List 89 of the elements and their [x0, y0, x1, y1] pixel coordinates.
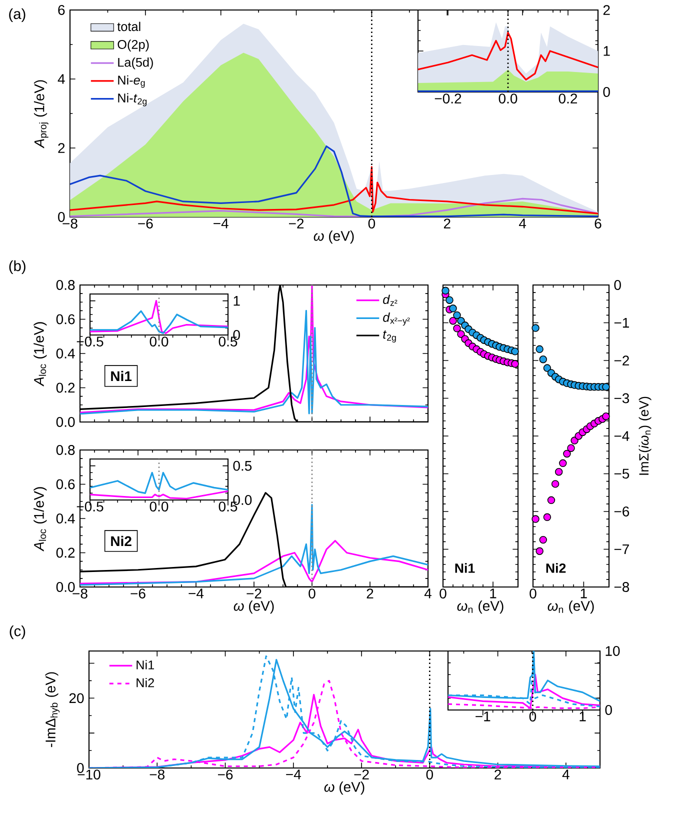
- x-tick-label: 6: [594, 218, 602, 229]
- x-tick-label: −6: [130, 588, 146, 599]
- text: (a): [9, 8, 26, 22]
- x-tick-label: 0.2: [558, 94, 578, 104]
- y-tick-label: 10: [606, 646, 620, 656]
- x-axis-title: ω (eV): [324, 782, 364, 795]
- x-tick-label: 1: [580, 588, 587, 598]
- x-tick-label: 4: [562, 770, 570, 780]
- y-axis-title: A$_{proj}$ (1/eV): [34, 80, 48, 148]
- y-tick-label: −3: [614, 393, 630, 404]
- x-tick-label: 2: [494, 770, 501, 780]
- annotation: Ni1: [111, 370, 132, 382]
- y-tick-label: 0.8: [56, 280, 75, 290]
- y-tick-label: −7: [614, 544, 629, 554]
- y-axis-title: -ImΔ$_{hyb}$ (eV): [45, 672, 60, 748]
- legend-label: Ni-t$_{2g}$: [118, 93, 147, 106]
- legend-label: Ni2: [136, 678, 154, 688]
- legend-label: Ni-e$_{g}$: [118, 75, 145, 88]
- y-tick-label: 0: [58, 212, 65, 222]
- y-tick-label: 0.8: [56, 445, 75, 455]
- x-axis-title: ω (eV): [234, 600, 274, 614]
- legend-label: Ni1: [136, 660, 154, 670]
- x-tick-label: −2: [354, 770, 369, 780]
- y-tick-label: −8: [614, 582, 630, 592]
- x-tick-label: −6: [218, 770, 233, 780]
- y-tick-label: 0.4: [56, 348, 75, 358]
- y-tick-label: 0.6: [56, 314, 75, 324]
- legend-label: total: [117, 22, 140, 32]
- x-tick-label: −4: [286, 770, 301, 780]
- text: (b): [9, 260, 26, 274]
- x-tick-label: 4: [424, 588, 432, 598]
- x-tick-label: 0: [529, 712, 536, 722]
- x-tick-label: 0.0: [498, 94, 518, 104]
- y-tick-label: −2: [614, 356, 629, 366]
- y-tick-label: 1: [234, 296, 240, 306]
- legend-label: d$_{x²−y²}$: [383, 312, 410, 326]
- y-tick-label: 1: [604, 46, 610, 56]
- x-tick-label: −4: [214, 218, 228, 228]
- y-axis-title: A$_{loc}$ (1/eV): [34, 487, 47, 552]
- x-tick-label: −1: [476, 712, 490, 722]
- text: (c): [10, 625, 26, 640]
- y-tick-label: 0: [603, 87, 610, 97]
- x-tick-label: 0: [530, 588, 536, 599]
- legend-label: t$_{2g}$: [383, 330, 396, 342]
- x-tick-label: 2: [366, 588, 374, 598]
- x-tick-label: 1: [580, 712, 586, 722]
- y-tick-label: 2: [58, 143, 65, 153]
- x-axis-title: ω$_{n}$ (eV): [548, 600, 594, 614]
- y-tick-label: 0.2: [56, 382, 75, 393]
- legend-label: O(2p): [118, 40, 149, 52]
- y-tick-label: 0: [614, 280, 621, 290]
- y-tick-label: 20: [69, 693, 84, 704]
- y-tick-label: −1: [614, 318, 629, 328]
- x-tick-label: 0: [440, 588, 446, 599]
- x-tick-label: −2: [288, 218, 304, 228]
- x-tick-label: 0: [426, 770, 434, 780]
- y-tick-label: 0.2: [56, 548, 75, 558]
- x-tick-label: 4: [518, 218, 526, 228]
- x-tick-label: 0: [368, 218, 376, 229]
- y-tick-label: 2: [603, 5, 610, 15]
- y-axis-title: ImΣ(iω$_{n}$) (eV): [638, 396, 652, 475]
- x-tick-label: −0.2: [434, 94, 462, 104]
- legend-label: d$_{z²}$: [383, 294, 398, 306]
- x-tick-label: −6: [138, 218, 153, 229]
- annotation: Ni2: [111, 536, 132, 546]
- x-tick-label: 2: [444, 218, 450, 228]
- y-tick-label: 0.5: [233, 460, 252, 471]
- x-tick-label: −2: [246, 588, 262, 598]
- y-tick-label: −5: [614, 468, 630, 479]
- y-tick-label: 0: [605, 705, 612, 715]
- x-tick-label: −8: [150, 770, 164, 780]
- x-axis-title: ω (eV): [314, 230, 354, 244]
- y-tick-label: 0.6: [56, 479, 75, 490]
- x-tick-label: 1: [490, 588, 496, 598]
- y-tick-label: 0.0: [56, 417, 75, 427]
- y-tick-label: 0.0: [56, 582, 75, 592]
- y-tick-label: 4: [58, 74, 65, 84]
- x-tick-label: 0.0: [150, 336, 168, 347]
- y-tick-label: 0.4: [56, 514, 75, 524]
- x-axis-title: ω$_{n}$ (eV): [457, 600, 504, 614]
- y-axis-title: A$_{loc}$ (1/eV): [34, 322, 47, 386]
- legend-label: La(5d): [118, 57, 153, 70]
- x-tick-label: −4: [188, 588, 204, 598]
- x-tick-label: 0: [308, 588, 316, 599]
- annotation: Ni1: [455, 563, 475, 573]
- annotation: Ni2: [546, 563, 566, 573]
- y-tick-label: −4: [614, 431, 630, 441]
- y-tick-label: 6: [58, 5, 65, 15]
- x-tick-label: 0.0: [150, 502, 168, 512]
